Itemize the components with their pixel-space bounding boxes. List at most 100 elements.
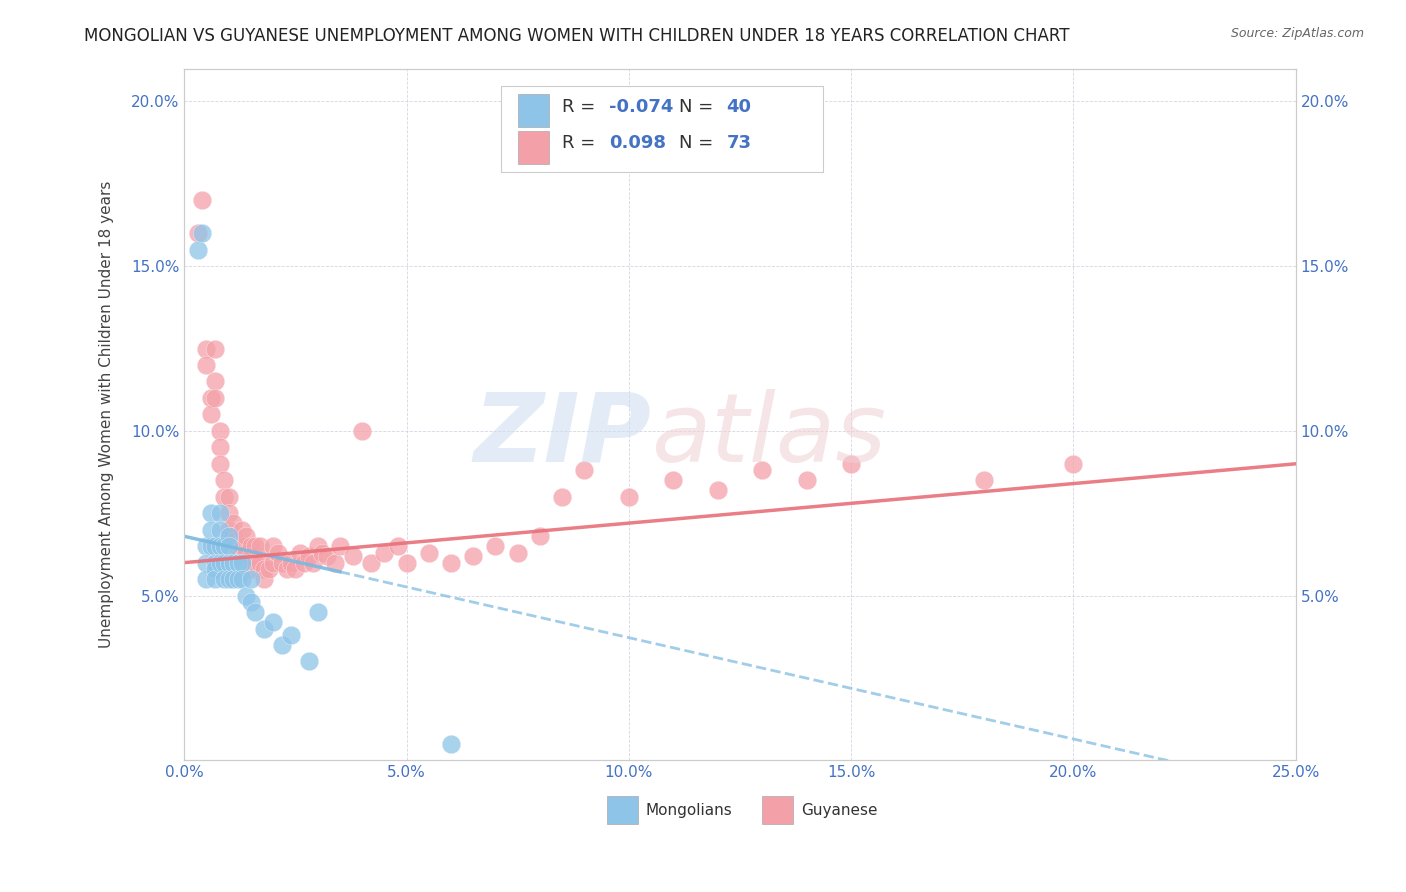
Point xyxy=(245,539,267,553)
Point xyxy=(191,226,214,240)
Point xyxy=(1062,457,1084,471)
Point xyxy=(208,556,231,570)
Point xyxy=(506,546,529,560)
Point xyxy=(195,572,218,586)
Point xyxy=(298,655,321,669)
Point xyxy=(214,539,236,553)
Text: 40: 40 xyxy=(727,97,752,116)
FancyBboxPatch shape xyxy=(501,86,824,172)
Point xyxy=(266,546,288,560)
Point xyxy=(214,572,236,586)
Text: R =: R = xyxy=(562,97,602,116)
Text: Source: ZipAtlas.com: Source: ZipAtlas.com xyxy=(1230,27,1364,40)
Point xyxy=(239,572,262,586)
Point xyxy=(226,549,249,563)
Point xyxy=(796,473,818,487)
Point xyxy=(235,589,257,603)
Point xyxy=(226,539,249,553)
Point xyxy=(200,506,222,520)
Point xyxy=(249,556,271,570)
Point xyxy=(218,556,240,570)
Point xyxy=(214,473,236,487)
Point xyxy=(288,546,311,560)
Point xyxy=(484,539,506,553)
Point xyxy=(245,556,267,570)
Point xyxy=(187,243,209,257)
Point xyxy=(231,556,253,570)
Point xyxy=(298,549,321,563)
Point xyxy=(218,523,240,537)
Point xyxy=(222,572,245,586)
Point xyxy=(222,516,245,530)
Point xyxy=(239,562,262,576)
Point xyxy=(529,529,551,543)
Point xyxy=(307,605,329,619)
Point xyxy=(200,408,222,422)
Point xyxy=(280,628,302,642)
Point xyxy=(226,556,249,570)
Point xyxy=(249,539,271,553)
FancyBboxPatch shape xyxy=(762,797,793,824)
Point xyxy=(253,562,276,576)
Point xyxy=(218,490,240,504)
Text: ZIP: ZIP xyxy=(474,389,651,482)
Point xyxy=(418,546,440,560)
Point xyxy=(239,539,262,553)
Point xyxy=(200,391,222,405)
Point xyxy=(352,424,374,438)
Point xyxy=(204,342,226,356)
Point xyxy=(200,539,222,553)
Text: Mongolians: Mongolians xyxy=(645,803,733,818)
Point xyxy=(208,457,231,471)
Point xyxy=(574,463,596,477)
Point xyxy=(231,523,253,537)
Text: -0.074: -0.074 xyxy=(609,97,673,116)
Point xyxy=(440,556,463,570)
Text: R =: R = xyxy=(562,134,602,153)
Point xyxy=(208,424,231,438)
Point xyxy=(208,523,231,537)
Point xyxy=(325,556,347,570)
Point xyxy=(195,539,218,553)
Point xyxy=(195,556,218,570)
Point xyxy=(204,375,226,389)
Point xyxy=(218,539,240,553)
Point xyxy=(226,572,249,586)
Text: atlas: atlas xyxy=(651,389,886,482)
Point xyxy=(245,605,267,619)
Point xyxy=(271,556,294,570)
FancyBboxPatch shape xyxy=(517,131,548,164)
Point xyxy=(284,562,307,576)
Point xyxy=(360,556,382,570)
Point xyxy=(307,539,329,553)
Point xyxy=(222,529,245,543)
Point xyxy=(617,490,640,504)
Point xyxy=(204,539,226,553)
Point xyxy=(329,539,352,553)
Point xyxy=(342,549,364,563)
Point xyxy=(214,490,236,504)
Text: N =: N = xyxy=(679,134,718,153)
Point xyxy=(208,539,231,553)
Text: Guyanese: Guyanese xyxy=(801,803,877,818)
Point xyxy=(214,556,236,570)
Point xyxy=(551,490,574,504)
Point xyxy=(204,572,226,586)
Point xyxy=(218,572,240,586)
Point xyxy=(218,506,240,520)
Point xyxy=(204,562,226,576)
Text: 73: 73 xyxy=(727,134,752,153)
Point xyxy=(839,457,862,471)
Point xyxy=(253,622,276,636)
Point xyxy=(292,556,315,570)
Point xyxy=(200,523,222,537)
Point xyxy=(276,562,298,576)
Point xyxy=(302,556,325,570)
Point xyxy=(253,572,276,586)
Point xyxy=(235,546,257,560)
Point xyxy=(271,638,294,652)
Point xyxy=(315,549,337,563)
Point xyxy=(187,226,209,240)
Point xyxy=(239,595,262,609)
FancyBboxPatch shape xyxy=(606,797,638,824)
